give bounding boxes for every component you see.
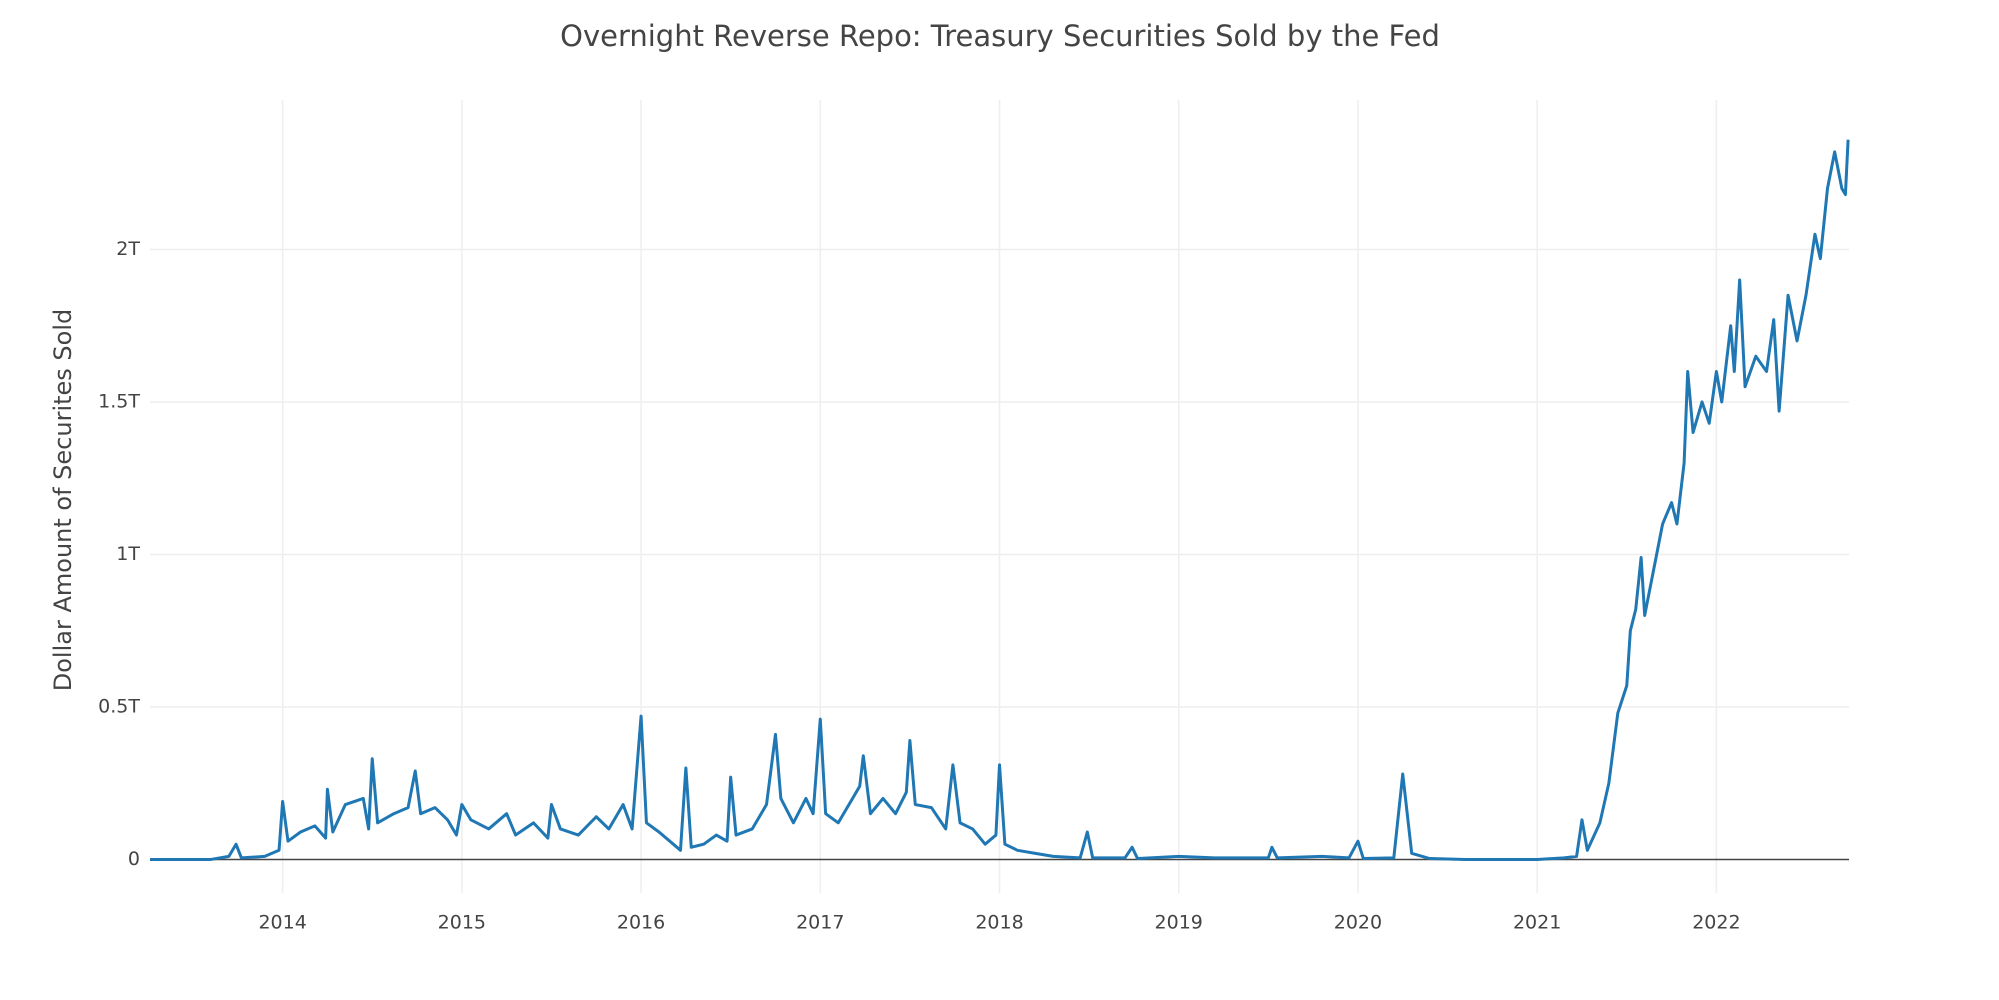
y-axis-title: Dollar Amount of Securites Sold bbox=[49, 309, 77, 691]
x-tick-label: 2015 bbox=[438, 912, 486, 934]
chart-title: Overnight Reverse Repo: Treasury Securit… bbox=[560, 19, 1440, 53]
y-tick-label: 2T bbox=[116, 238, 140, 260]
x-tick-label: 2017 bbox=[796, 912, 844, 934]
y-tick-label: 1.5T bbox=[98, 390, 140, 412]
data-line bbox=[150, 139, 1850, 861]
y-tick-label: 0.5T bbox=[98, 695, 140, 717]
x-tick-label: 2018 bbox=[975, 912, 1023, 934]
y-tick-label: 1T bbox=[116, 543, 140, 565]
x-tick-label: 2016 bbox=[617, 912, 665, 934]
y-tick-label: 0 bbox=[128, 848, 140, 870]
x-tick-label: 2020 bbox=[1334, 912, 1382, 934]
x-tick-label: 2019 bbox=[1155, 912, 1203, 934]
x-tick-label: 2021 bbox=[1513, 912, 1561, 934]
x-tick-label: 2022 bbox=[1692, 912, 1740, 934]
x-tick-label: 2014 bbox=[258, 912, 306, 934]
